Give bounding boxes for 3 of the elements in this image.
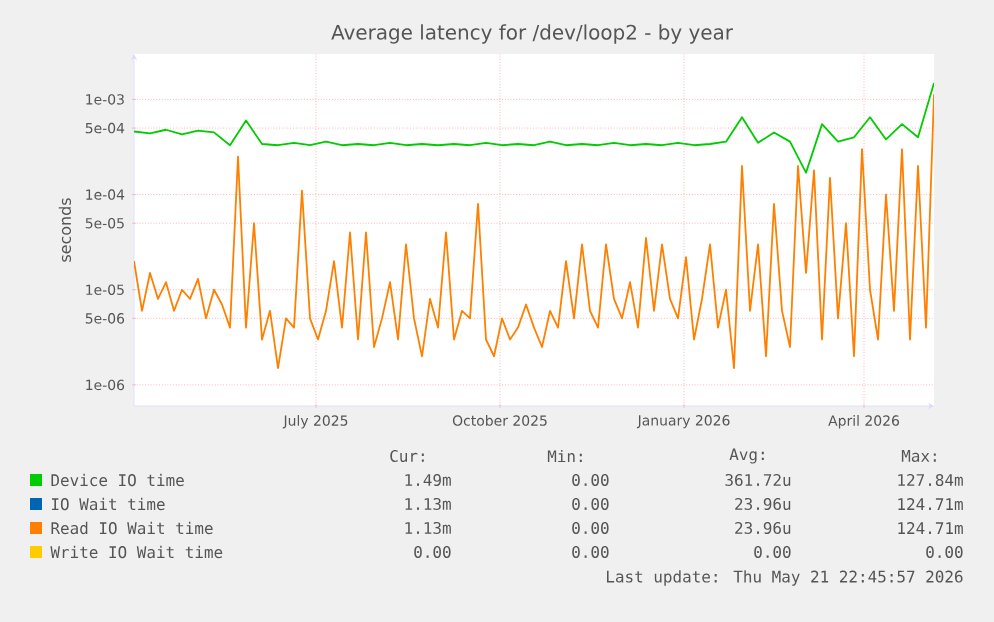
chart-title: Average latency for /dev/loop2 - by year [331, 24, 733, 44]
line-series [134, 93, 935, 370]
line-series [134, 82, 935, 174]
